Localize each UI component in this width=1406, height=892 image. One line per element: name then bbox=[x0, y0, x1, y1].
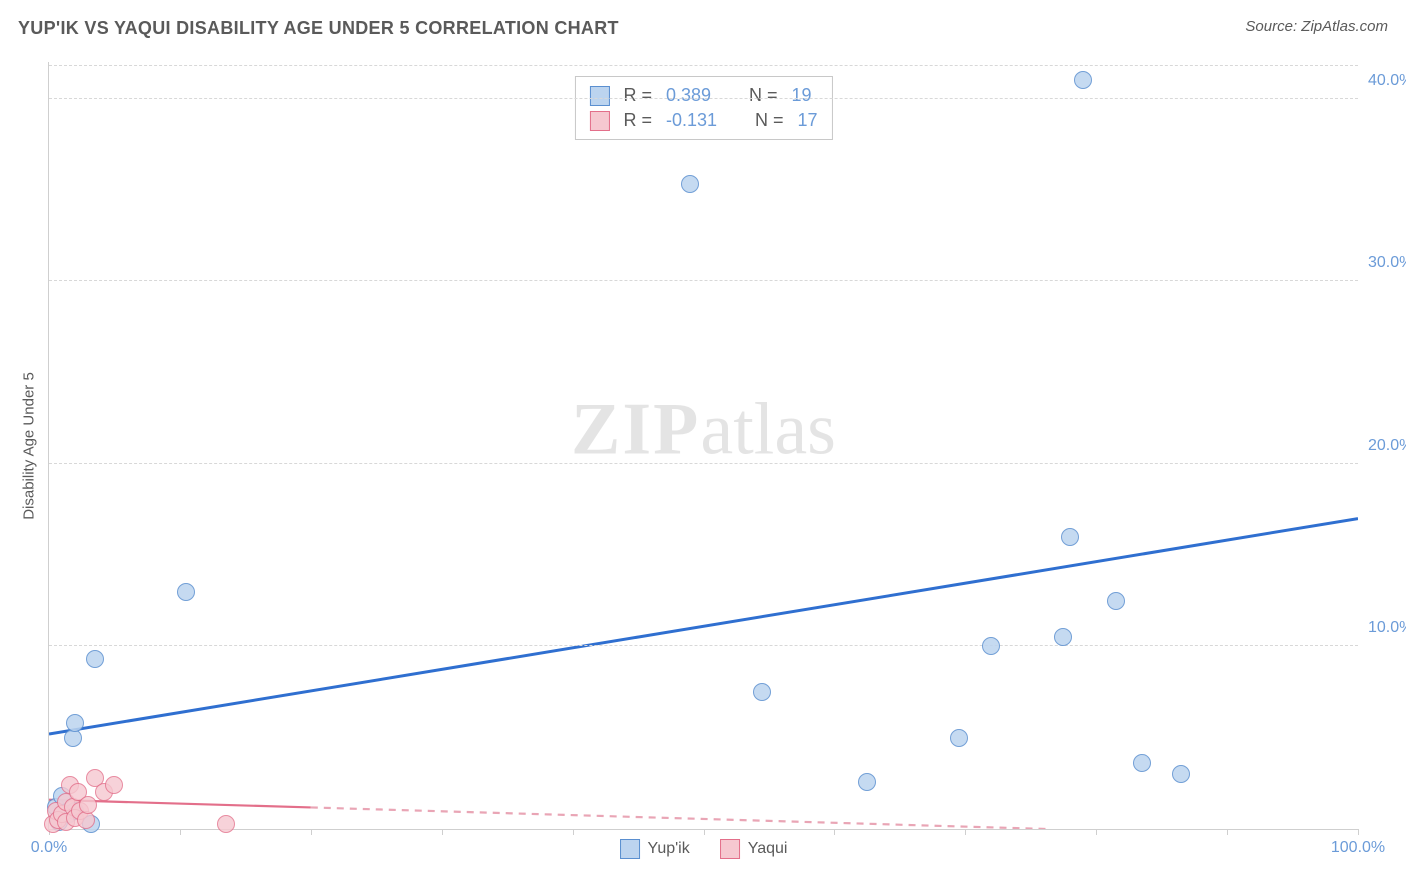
scatter-point-yupik bbox=[1074, 71, 1092, 89]
scatter-point-yaqui bbox=[105, 776, 123, 794]
n-label: N = bbox=[755, 110, 784, 131]
x-tick-label-right: 100.0% bbox=[1331, 839, 1385, 857]
r-label: R = bbox=[623, 110, 652, 131]
x-tick bbox=[1358, 829, 1359, 835]
scatter-point-yupik bbox=[1061, 528, 1079, 546]
scatter-point-yaqui bbox=[217, 815, 235, 833]
y-tick-label: 40.0% bbox=[1368, 72, 1406, 90]
swatch-yupik bbox=[589, 86, 609, 106]
regression-line-yaqui-dashed bbox=[311, 807, 1047, 829]
watermark-rest: atlas bbox=[700, 389, 836, 471]
chart-header: YUP'IK VS YAQUI DISABILITY AGE UNDER 5 C… bbox=[18, 18, 1388, 48]
scatter-point-yaqui bbox=[79, 796, 97, 814]
scatter-point-yupik bbox=[66, 714, 84, 732]
source-attribution: Source: ZipAtlas.com bbox=[1245, 18, 1388, 35]
swatch-yaqui bbox=[589, 111, 609, 131]
x-tick bbox=[1227, 829, 1228, 835]
corr-row-yupik: R = 0.389 N = 19 bbox=[589, 83, 817, 108]
source-prefix: Source: bbox=[1245, 18, 1301, 35]
scatter-point-yupik bbox=[681, 175, 699, 193]
legend-item-yaqui: Yaqui bbox=[720, 839, 788, 859]
legend-swatch-yaqui bbox=[720, 839, 740, 859]
x-tick bbox=[704, 829, 705, 835]
gridline-h bbox=[49, 280, 1358, 281]
r-value-yupik: 0.389 bbox=[666, 85, 711, 106]
watermark: ZIPatlas bbox=[571, 388, 836, 473]
scatter-point-yupik bbox=[1172, 765, 1190, 783]
scatter-point-yupik bbox=[982, 637, 1000, 655]
gridline-h bbox=[49, 645, 1358, 646]
x-tick bbox=[573, 829, 574, 835]
n-value-yupik: 19 bbox=[792, 85, 812, 106]
gridline-h bbox=[49, 463, 1358, 464]
corr-row-yaqui: R = -0.131 N = 17 bbox=[589, 108, 817, 133]
x-tick bbox=[965, 829, 966, 835]
x-tick-label-left: 0.0% bbox=[31, 839, 67, 857]
regression-line-yupik bbox=[49, 519, 1358, 734]
x-tick bbox=[834, 829, 835, 835]
y-tick-label: 30.0% bbox=[1368, 254, 1406, 272]
y-tick-label: 20.0% bbox=[1368, 437, 1406, 455]
gridline-h bbox=[49, 65, 1358, 66]
y-tick-label: 10.0% bbox=[1368, 619, 1406, 637]
scatter-point-yupik bbox=[1133, 754, 1151, 772]
legend-item-yupik: Yup'ik bbox=[620, 839, 690, 859]
scatter-point-yupik bbox=[177, 583, 195, 601]
r-label: R = bbox=[623, 85, 652, 106]
chart-title: YUP'IK VS YAQUI DISABILITY AGE UNDER 5 C… bbox=[18, 18, 619, 38]
scatter-point-yupik bbox=[753, 683, 771, 701]
x-tick bbox=[311, 829, 312, 835]
legend-swatch-yupik bbox=[620, 839, 640, 859]
scatter-point-yupik bbox=[1054, 628, 1072, 646]
scatter-point-yupik bbox=[1107, 592, 1125, 610]
lines-overlay bbox=[49, 62, 1358, 829]
source-name: ZipAtlas.com bbox=[1301, 18, 1388, 35]
chart-area: Disability Age Under 5 ZIPatlas R = 0.38… bbox=[18, 50, 1388, 852]
x-tick bbox=[180, 829, 181, 835]
x-tick bbox=[1096, 829, 1097, 835]
scatter-point-yupik bbox=[858, 773, 876, 791]
n-label: N = bbox=[749, 85, 778, 106]
legend-label-yaqui: Yaqui bbox=[748, 840, 788, 858]
scatter-point-yupik bbox=[86, 650, 104, 668]
n-value-yaqui: 17 bbox=[798, 110, 818, 131]
correlation-box: R = 0.389 N = 19 R = -0.131 N = 17 bbox=[574, 76, 832, 140]
bottom-legend: Yup'ik Yaqui bbox=[620, 839, 788, 859]
y-axis-label: Disability Age Under 5 bbox=[21, 372, 38, 520]
r-value-yaqui: -0.131 bbox=[666, 110, 717, 131]
watermark-bold: ZIP bbox=[571, 389, 700, 471]
gridline-h bbox=[49, 98, 1358, 99]
legend-label-yupik: Yup'ik bbox=[648, 840, 690, 858]
x-tick bbox=[442, 829, 443, 835]
scatter-point-yupik bbox=[950, 729, 968, 747]
plot-region: Disability Age Under 5 ZIPatlas R = 0.38… bbox=[48, 62, 1358, 830]
